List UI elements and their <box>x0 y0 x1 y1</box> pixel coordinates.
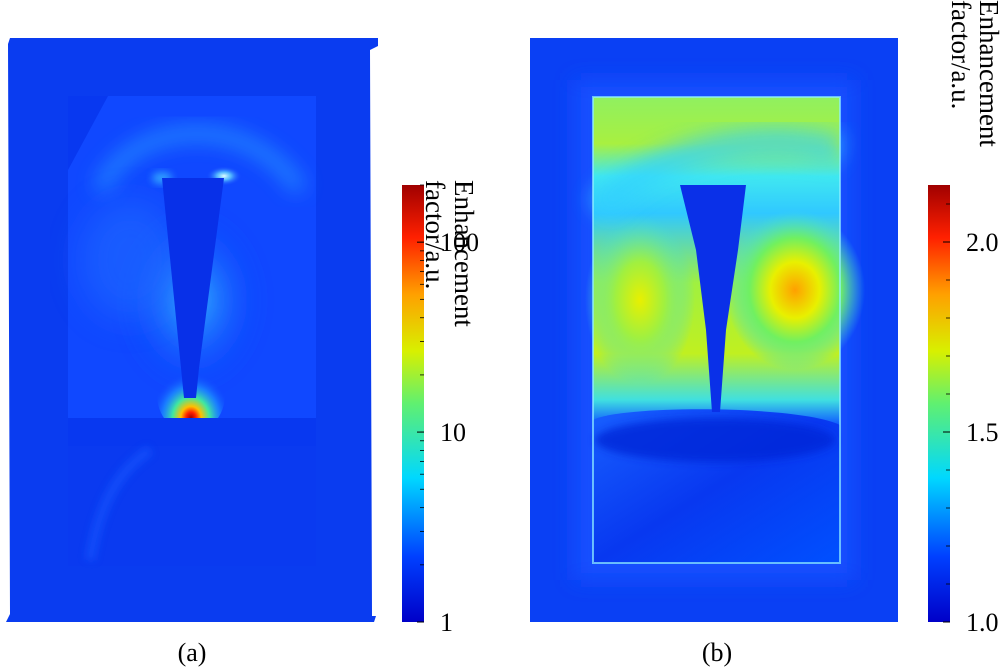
panel-b-caption: (b) <box>702 638 732 667</box>
colorbar-a-tick-label: 10 <box>440 418 466 447</box>
colorbar-a: 1 10 100 Enhancement factor/a.u. <box>402 180 479 637</box>
heatmap-a <box>6 38 378 622</box>
colorbar-a-tick-label: 1 <box>440 608 453 637</box>
panel-a-caption: (a) <box>178 638 207 667</box>
colorbar-b-tick-label: 1.5 <box>966 418 999 447</box>
colorbar-a-gradient <box>402 185 424 622</box>
colorbar-b-label-line1: Enhancement <box>974 0 1000 147</box>
colorbar-b-label-line2: factor/a.u. <box>946 0 976 109</box>
colorbar-a-label-line1: Enhancement <box>449 180 479 327</box>
panel-a: 1 10 100 Enhancement factor/a.u. (a) <box>6 38 479 667</box>
heatmap-b <box>530 38 898 622</box>
panel-b: 1.0 1.5 2.0 Enhancement factor/a.u. (b) <box>530 0 1000 667</box>
colorbar-a-ticks: 1 10 100 <box>417 184 479 637</box>
colorbar-b-ticks: 1.0 1.5 2.0 <box>943 203 999 637</box>
colorbar-a-label-line2: factor/a.u. <box>420 180 450 289</box>
colorbar-b-gradient <box>928 185 950 622</box>
colorbar-a-tick-label: 100 <box>440 228 479 257</box>
colorbar-b: 1.0 1.5 2.0 Enhancement factor/a.u. <box>928 0 1000 637</box>
tip-shape-b <box>680 185 746 412</box>
colorbar-b-tick-label: 2.0 <box>966 228 999 257</box>
colorbar-b-tick-label: 1.0 <box>966 608 999 637</box>
tip-shape-a <box>162 178 224 398</box>
